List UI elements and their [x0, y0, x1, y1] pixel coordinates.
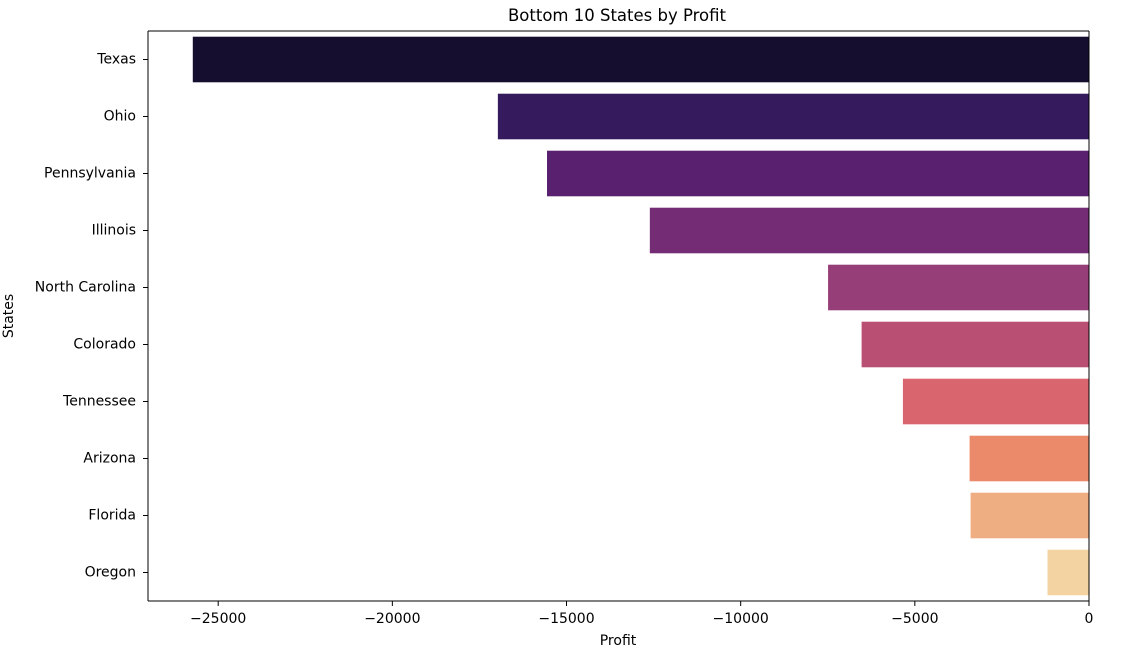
bar-arizona	[969, 435, 1089, 482]
bar-texas	[192, 36, 1090, 83]
y-tick-label: Tennessee	[62, 394, 136, 410]
bar-colorado	[861, 321, 1089, 368]
bar-ohio	[497, 93, 1089, 140]
y-axis-title: States	[1, 294, 17, 338]
bar-oregon	[1047, 549, 1089, 596]
axes-frame	[147, 30, 1090, 602]
y-tick-label: Pennsylvania	[44, 166, 136, 182]
y-tick-label: Arizona	[83, 451, 136, 467]
y-ticks: Texas Ohio Pennsylvania Illinois North Carol…	[35, 52, 148, 581]
bar-florida	[970, 492, 1089, 539]
x-tick-label: 0	[1085, 611, 1094, 627]
bar-illinois	[649, 207, 1089, 254]
x-tick-label: −10000	[713, 611, 769, 627]
x-tick-label: −5000	[891, 611, 938, 627]
y-tick-label: Florida	[88, 508, 136, 524]
bar-tennessee	[902, 378, 1089, 425]
chart-title: Bottom 10 States by Profit	[508, 6, 727, 25]
x-tick-label: −15000	[538, 611, 594, 627]
bars	[192, 36, 1090, 596]
bar-north-carolina	[828, 264, 1089, 311]
x-tick-label: −25000	[190, 611, 246, 627]
y-tick-label: North Carolina	[35, 280, 136, 296]
x-tick-label: −20000	[364, 611, 420, 627]
y-tick-label: Ohio	[104, 109, 136, 125]
x-axis-title: Profit	[600, 633, 637, 649]
y-tick-label: Oregon	[85, 565, 136, 581]
y-tick-label: Colorado	[73, 337, 136, 353]
y-tick-label: Texas	[96, 52, 136, 68]
bar-pennsylvania	[547, 150, 1089, 197]
y-tick-label: Illinois	[92, 223, 136, 239]
x-ticks: −25000 −20000 −15000 −10000 −5000 0	[190, 601, 1093, 627]
